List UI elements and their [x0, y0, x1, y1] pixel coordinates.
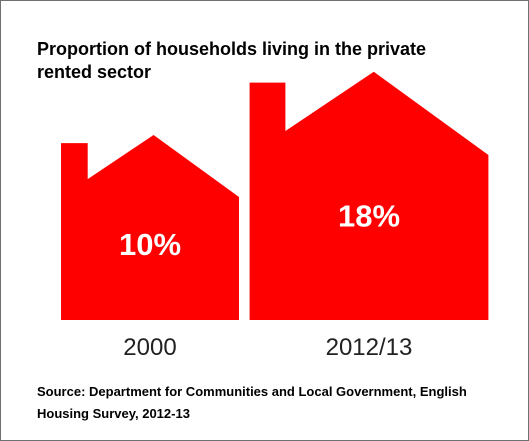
value-label: 18%: [338, 199, 400, 234]
labels-group: 10% 2000 18% 2012/13: [119, 199, 412, 361]
house-mark-2000: [61, 135, 239, 320]
value-label: 10%: [119, 227, 181, 262]
houses-group: [61, 71, 489, 320]
category-label: 2000: [123, 334, 176, 361]
house-mark-2012-13: [249, 71, 489, 320]
chart-title: Proportion of households living in the p…: [37, 39, 427, 82]
category-label: 2012/13: [326, 334, 413, 361]
source-note: Source: Department for Communities and L…: [37, 384, 467, 421]
